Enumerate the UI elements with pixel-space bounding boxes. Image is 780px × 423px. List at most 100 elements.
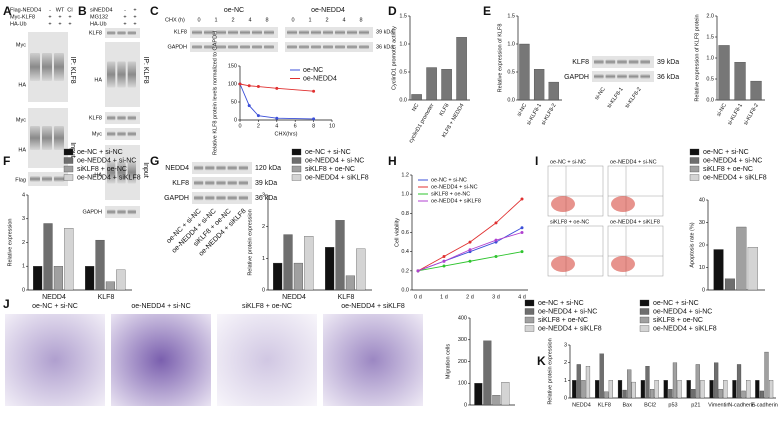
condition: + [68, 21, 71, 27]
y-tick-label: 3 [262, 192, 265, 198]
legend-swatch [291, 148, 302, 156]
blot-band [117, 131, 126, 137]
legend-label: oe-NEDD4 + si-NC [538, 308, 597, 315]
image-label: oe-NEDD4 + siKLF8 [341, 303, 405, 310]
blot-band [194, 180, 204, 186]
legend-swatch [689, 165, 700, 173]
blot-band [228, 45, 238, 49]
condition: HA-Ub [90, 21, 107, 27]
y-tick-label: 20 [699, 242, 705, 248]
bar [759, 390, 765, 399]
point [416, 269, 420, 273]
bar [599, 353, 604, 399]
plot-label: siKLF8 + oe-NC [550, 219, 589, 225]
blot-band [227, 180, 237, 186]
blot-band [628, 74, 639, 79]
x-tick-label: 1 d [440, 294, 448, 300]
condition: + [58, 21, 61, 27]
blot-band [117, 31, 126, 35]
condition: WT [56, 7, 65, 13]
blot-band [238, 195, 248, 201]
y-tick-label: 100 [458, 381, 467, 387]
panel-letter: I [535, 154, 538, 168]
y-tick-label: 0.0 [401, 287, 409, 293]
x-tick-label: NEDD4 [42, 294, 66, 301]
y-tick-label: 0.0 [507, 97, 515, 103]
chx-time: 0 [291, 17, 294, 23]
blot-band [617, 59, 627, 65]
bar [627, 369, 632, 399]
blot-label: KLF8 [89, 30, 102, 36]
blot-band [107, 131, 116, 137]
blot-label: Flag [15, 177, 26, 183]
blot-band [323, 45, 333, 49]
blot-band [238, 180, 248, 186]
condition: + [133, 7, 136, 13]
panel-letter: E [483, 4, 491, 18]
blot-band [323, 30, 333, 35]
panel-letter: K [537, 354, 546, 368]
y-tick-label: 0.2 [401, 268, 409, 274]
bar [649, 389, 655, 399]
legend-label: oe-NEDD4 + siKLF8 [77, 174, 141, 181]
size-label: 39 kDa [255, 180, 277, 187]
x-tick-label: 0 d [414, 294, 422, 300]
x-tick-label: NEDD4 [282, 294, 306, 301]
blot-band [335, 45, 345, 49]
bar [581, 380, 586, 399]
point [520, 231, 524, 234]
legend-label: oe-NC [303, 67, 323, 74]
point [247, 84, 251, 88]
panel-letter: C [150, 4, 159, 18]
bar [283, 234, 293, 291]
blot-band [335, 30, 345, 35]
blot-band [216, 30, 226, 35]
panel-letter: H [388, 154, 397, 168]
x-tick-label: NC [411, 103, 420, 113]
x-tick-label: N-cadherin [728, 402, 755, 408]
legend-swatch [63, 157, 74, 164]
y-tick-label: 1 [22, 264, 25, 270]
bar [483, 340, 492, 406]
blot-label: KLF8 [174, 29, 187, 35]
legend-swatch [291, 157, 302, 164]
x-tick-label: KLF8 [338, 294, 355, 301]
bar [691, 389, 696, 399]
x-tick-label: p21 [691, 402, 700, 408]
legend-label: oe-NEDD4 + si-NC [431, 184, 478, 190]
cell-cloud [551, 196, 575, 212]
condition: + [123, 14, 126, 20]
blot-label: NEDD4 [165, 165, 189, 172]
bar [747, 247, 758, 291]
y-axis-label: CyclinD1 promoter activity [391, 26, 397, 90]
blot-band [311, 30, 321, 35]
y-axis-label: Apoptosis rate (%) [689, 222, 695, 267]
blot-band [204, 45, 214, 49]
y-axis-label: Relative expression [7, 219, 13, 267]
condition: + [48, 21, 51, 27]
cell-cloud [611, 256, 635, 272]
bar [631, 381, 636, 399]
x-tick-label: Bax [622, 402, 632, 408]
x-tick-label: BCl2 [644, 402, 656, 408]
blot-label: GAPDH [82, 209, 102, 215]
x-tick-label: KLF8 [439, 103, 451, 117]
bar [53, 266, 63, 291]
bar [736, 226, 747, 291]
bar [604, 391, 609, 399]
condition: HA-Ub [10, 21, 27, 27]
micrograph [5, 314, 105, 406]
point [468, 248, 472, 252]
x-tick-label: 2 [257, 123, 260, 129]
y-tick-label: 0.5 [399, 69, 407, 75]
legend-swatch [524, 308, 535, 315]
bar [608, 380, 613, 399]
bar [356, 248, 366, 291]
bar [622, 389, 627, 399]
legend-label: siKLF8 + oe-NC [77, 166, 127, 173]
blot-band [127, 161, 136, 184]
bar [105, 281, 115, 291]
y-tick-label: 0.6 [401, 230, 409, 236]
legend-label: oe-NEDD4 + si-NC [305, 157, 364, 164]
y-tick-label: 0 [262, 287, 265, 293]
